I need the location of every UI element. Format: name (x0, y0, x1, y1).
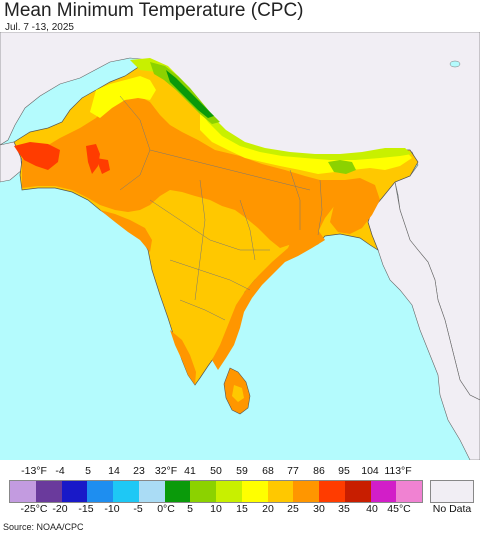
legend-swatch (319, 481, 345, 502)
very-hot-zone-baluchistan (14, 142, 60, 170)
legend-f-label: 104 (361, 465, 379, 477)
legend-swatch (344, 481, 371, 502)
state-borders (119, 95, 323, 321)
map-title: Mean Minimum Temperature (CPC) (4, 0, 304, 21)
legend-c-label: 0°C (157, 503, 175, 515)
legend-f-label: 113°F (384, 465, 412, 477)
legend-f-label: 23 (133, 465, 145, 477)
legend-c-label: -15 (78, 503, 94, 515)
legend-swatch (396, 481, 422, 502)
legend-swatch (35, 481, 62, 502)
legend-swatch (138, 481, 165, 502)
legend-f-label: -13°F (21, 465, 47, 477)
very-hot-zone-sindh-2 (96, 158, 110, 174)
legend-c-label: -5 (133, 503, 143, 515)
legend-c-label: 20 (262, 503, 274, 515)
hot-zone-west (100, 210, 152, 252)
legend-swatch (216, 481, 242, 502)
legend-f-label: 41 (184, 465, 196, 477)
legend-swatch (113, 481, 139, 502)
legend-c-label: -25°C (20, 503, 48, 515)
legend-f-label: 59 (236, 465, 248, 477)
legend-swatch (190, 481, 216, 502)
legend-c-label: 45°C (387, 503, 411, 515)
cold-zone-kashmir (166, 70, 214, 118)
mild-zone-north (90, 76, 156, 118)
legend-f-label: 50 (210, 465, 222, 477)
legend-f-label: 77 (287, 465, 299, 477)
legend-f-label: 86 (313, 465, 325, 477)
legend-c-label: -10 (104, 503, 120, 515)
very-hot-zone-sindh (86, 144, 100, 174)
legend-celsius-labels: -25°C -20 -15 -10 -5 0°C 5 10 15 20 25 3… (0, 503, 480, 517)
legend-no-data-swatch (430, 480, 474, 503)
tibet-lake (449, 60, 461, 68)
legend-c-label: 15 (236, 503, 248, 515)
legend-color-bar (9, 480, 423, 503)
legend-f-label: 5 (85, 465, 91, 477)
map-date-range: Jul. 7 -13, 2025 (5, 22, 74, 33)
cold-zone-bhutan (328, 160, 356, 174)
legend-swatch (267, 481, 294, 502)
legend-swatch (293, 481, 319, 502)
legend-f-label: 95 (338, 465, 350, 477)
hot-zone-east-coast (212, 220, 325, 370)
legend-swatch (61, 481, 88, 502)
legend-swatch (10, 481, 36, 502)
temperature-map (0, 32, 480, 460)
legend-swatch (370, 481, 397, 502)
hot-zone-south (170, 330, 196, 385)
legend-f-label: 68 (262, 465, 274, 477)
legend-c-label: 5 (187, 503, 193, 515)
sri-lanka-center (232, 385, 244, 402)
source-credit: Source: NOAA/CPC (3, 522, 84, 532)
legend-f-label: 32°F (154, 465, 178, 477)
legend-swatch (87, 481, 113, 502)
hot-zone-north (22, 94, 335, 248)
legend-swatch (241, 481, 268, 502)
legend-no-data-label: No Data (432, 503, 472, 515)
legend-c-label: 25 (287, 503, 299, 515)
legend-fahrenheit-labels: -13°F -4 5 14 23 32°F 41 50 59 68 77 86 … (0, 465, 480, 479)
legend-swatch (164, 481, 191, 502)
land-outside-east (367, 181, 480, 460)
legend-c-label: 40 (366, 503, 378, 515)
legend-c-label: 10 (210, 503, 222, 515)
legend-f-label: -4 (55, 465, 65, 477)
legend-c-label: -20 (52, 503, 68, 515)
legend-f-label: 14 (108, 465, 120, 477)
legend-c-label: 35 (338, 503, 350, 515)
hot-zone-bengal (320, 178, 380, 234)
legend-c-label: 30 (313, 503, 325, 515)
